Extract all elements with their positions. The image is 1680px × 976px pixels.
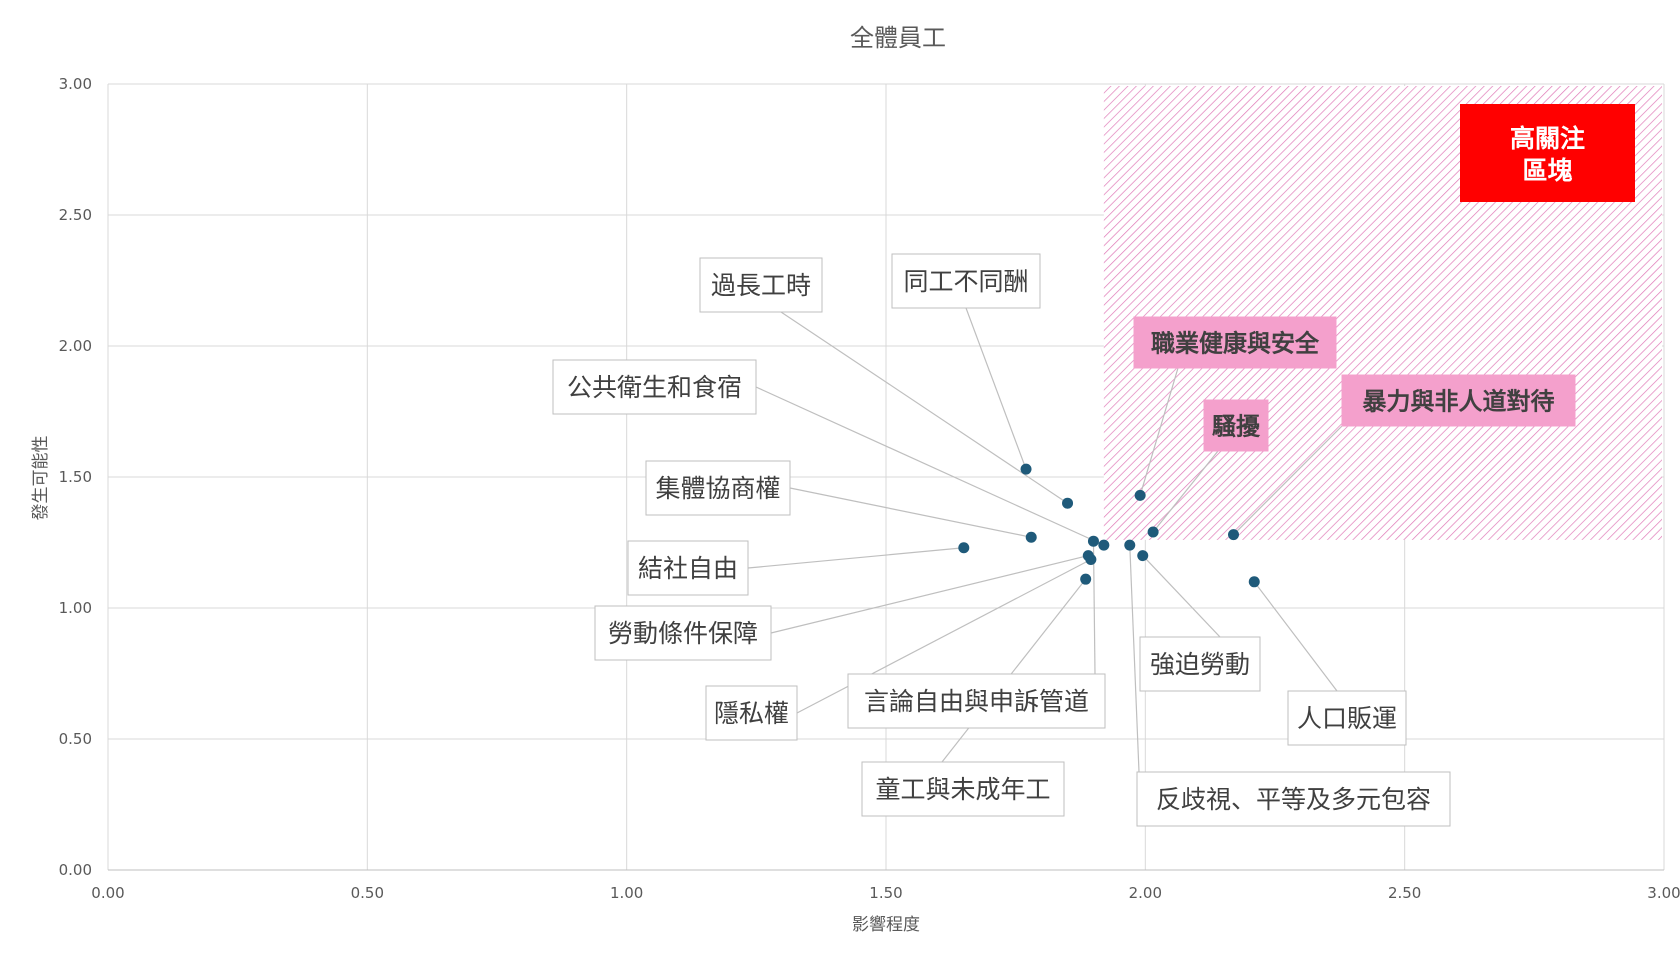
data-label-text: 強迫勞動 <box>1150 650 1250 679</box>
data-point <box>1137 550 1149 562</box>
data-point <box>1228 529 1240 541</box>
data-label: 集體協商權 <box>645 460 791 516</box>
data-label: 過長工時 <box>699 257 823 313</box>
data-label: 同工不同酬 <box>891 253 1041 309</box>
data-label-text: 隱私權 <box>714 699 789 728</box>
data-label-text: 勞動條件保障 <box>608 619 758 648</box>
data-label: 童工與未成年工 <box>861 761 1065 817</box>
data-point <box>958 542 970 554</box>
leader-line <box>1233 425 1343 536</box>
y-tick-label: 3.00 <box>59 75 92 93</box>
leader-line <box>941 578 1087 763</box>
data-point <box>1085 554 1097 566</box>
leader-lines <box>747 307 1343 773</box>
y-tick-label: 0.00 <box>59 861 92 879</box>
high-concern-zone-label: 高關注區塊 <box>1510 124 1585 185</box>
data-points <box>958 463 1260 588</box>
data-label-text: 公共衛生和食宿 <box>567 373 742 402</box>
leader-line <box>789 487 1032 538</box>
leader-line <box>780 311 1068 504</box>
x-tick-label: 0.50 <box>351 884 384 902</box>
data-label-text: 職業健康與安全 <box>1151 330 1320 358</box>
y-tick-label: 2.00 <box>59 337 92 355</box>
data-label: 勞動條件保障 <box>594 605 772 661</box>
data-label: 結社自由 <box>627 540 749 596</box>
x-tick-label: 2.50 <box>1388 884 1421 902</box>
y-tick-label: 1.00 <box>59 599 92 617</box>
leader-line <box>796 558 1092 714</box>
data-label: 人口販運 <box>1287 690 1407 746</box>
y-tick-label: 0.50 <box>59 730 92 748</box>
leader-line <box>755 386 1105 546</box>
data-label-box <box>1139 636 1261 692</box>
x-axis-title: 影響程度 <box>852 915 920 935</box>
data-label: 言論自由與申訴管道 <box>847 673 1106 729</box>
data-label-text: 反歧視、平等及多元包容 <box>1156 785 1431 814</box>
data-label-box <box>1133 316 1337 369</box>
data-point <box>1080 573 1092 585</box>
data-label-box <box>594 605 772 661</box>
data-label-box <box>891 253 1041 309</box>
data-label: 隱私權 <box>705 685 798 741</box>
data-label-box <box>705 685 798 741</box>
data-point <box>1098 539 1110 551</box>
data-point <box>1020 463 1032 475</box>
y-tick-label: 1.50 <box>59 468 92 486</box>
data-label-text: 同工不同酬 <box>903 267 1028 296</box>
leader-line <box>747 547 964 569</box>
chart-title: 全體員工 <box>850 24 946 52</box>
x-tick-label: 0.00 <box>91 884 124 902</box>
leader-line <box>770 555 1089 634</box>
data-label-text: 騷擾 <box>1212 413 1261 441</box>
x-tick-label: 1.50 <box>869 884 902 902</box>
data-label-box <box>1136 771 1451 827</box>
data-label-text: 結社自由 <box>638 554 738 583</box>
x-tick-label: 1.00 <box>610 884 643 902</box>
leader-line <box>1253 581 1338 692</box>
data-label-text: 言論自由與申訴管道 <box>864 687 1089 716</box>
data-point <box>1147 526 1159 538</box>
high-concern-zone: 高關注區塊 <box>1103 86 1662 540</box>
data-point <box>1134 489 1146 501</box>
data-label-text: 集體協商權 <box>655 474 780 503</box>
data-label: 騷擾 <box>1203 399 1269 452</box>
data-label: 暴力與非人道對待 <box>1341 374 1576 427</box>
data-label-box <box>1203 399 1269 452</box>
data-point <box>1025 531 1037 543</box>
data-label-box <box>1287 690 1407 746</box>
leader-line <box>1129 545 1140 773</box>
data-label: 反歧視、平等及多元包容 <box>1136 771 1451 827</box>
x-tick-label: 3.00 <box>1647 884 1680 902</box>
data-label-text: 人口販運 <box>1297 704 1397 733</box>
data-label-box <box>1341 374 1576 427</box>
data-label: 職業健康與安全 <box>1133 316 1337 369</box>
data-label: 強迫勞動 <box>1139 636 1261 692</box>
data-point <box>1248 576 1260 588</box>
axes: 0.00 0.50 1.00 1.50 2.00 2.50 3.00 0.00 0.50 1.00… <box>59 75 1680 902</box>
data-label-box <box>627 540 749 596</box>
data-label-text: 童工與未成年工 <box>875 775 1050 804</box>
high-concern-zone-badge <box>1460 104 1635 202</box>
y-tick-label: 2.50 <box>59 206 92 224</box>
y-axis-title: 發生可能性 <box>31 436 51 521</box>
leader-line <box>965 307 1027 470</box>
data-point <box>1124 539 1136 551</box>
data-point <box>1087 535 1099 547</box>
leader-line <box>1139 367 1179 496</box>
data-label-box <box>699 257 823 313</box>
leader-line <box>1142 555 1221 638</box>
data-label-box <box>552 359 757 415</box>
leader-line <box>1152 450 1219 533</box>
data-label-box <box>861 761 1065 817</box>
data-label-box <box>847 673 1106 729</box>
data-label-text: 過長工時 <box>711 271 811 300</box>
data-label: 公共衛生和食宿 <box>552 359 757 415</box>
data-label-box <box>645 460 791 516</box>
data-point <box>1062 497 1074 509</box>
x-tick-label: 2.00 <box>1129 884 1162 902</box>
data-label-text: 暴力與非人道對待 <box>1363 388 1555 416</box>
